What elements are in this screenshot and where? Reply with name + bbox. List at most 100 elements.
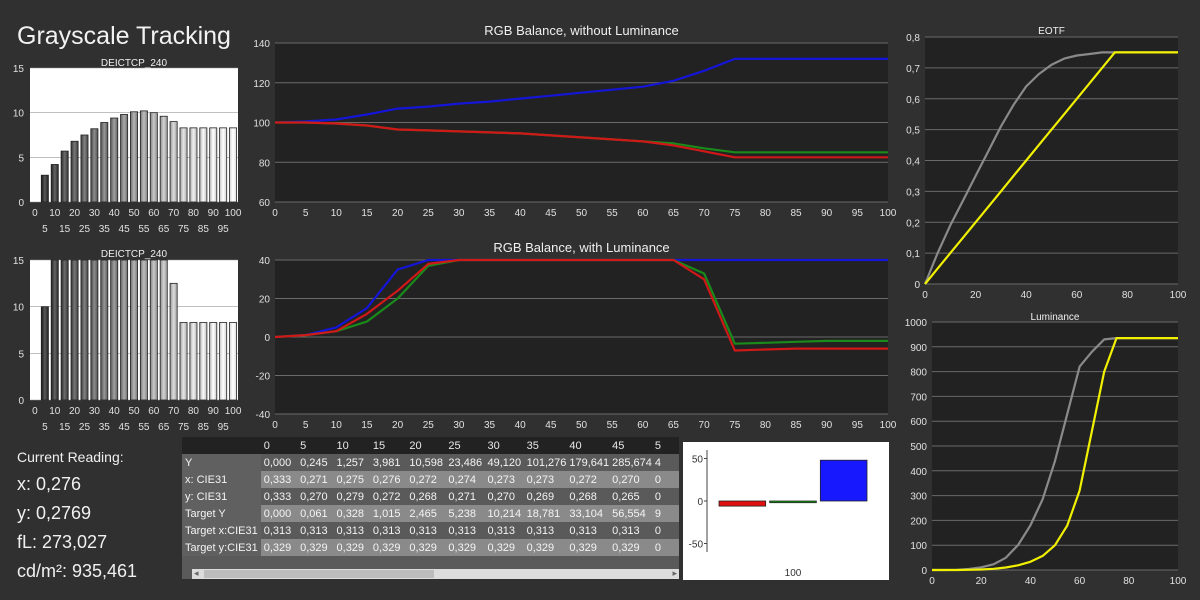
x-tick-label: 40 — [515, 420, 527, 431]
y-tick-label: 600 — [910, 417, 927, 428]
y-tick-label: 10 — [13, 303, 25, 314]
x-tick-label: 50 — [576, 420, 588, 431]
bar — [189, 127, 198, 203]
bar — [219, 127, 228, 203]
chart-title: DEICTCP_240 — [101, 249, 168, 260]
y-tick-label: 0,5 — [906, 126, 920, 137]
table-cell: 10,214 — [484, 505, 524, 522]
x-tick-label: 45 — [545, 420, 557, 431]
x-tick-label: 100 — [225, 406, 242, 417]
scroll-right-icon[interactable]: ▸ — [672, 568, 677, 578]
x-tick-label: 35 — [484, 208, 496, 219]
y-tick-label: 100 — [910, 541, 927, 552]
bar — [149, 259, 158, 401]
table-cell: 0,270 — [297, 488, 334, 505]
table-col-header: 0 — [260, 437, 298, 454]
table-cell: 0,271 — [297, 471, 334, 488]
bar — [100, 259, 109, 401]
table-row: y: CIE31 0,333 0,270 0,279 0,272 0,268 0,271 0,… — [182, 488, 679, 505]
x-tick-label: 100 — [880, 208, 897, 219]
x-tick-label: 65 — [668, 208, 680, 219]
table-row: Target Y 0,000 0,061 0,328 1,015 2,465 5,238 10… — [182, 505, 679, 522]
y-tick-label: 60 — [259, 198, 271, 209]
y-tick-label: 700 — [910, 392, 927, 403]
y-tick-label: 900 — [910, 343, 927, 354]
table-cell: 0,333 — [260, 488, 298, 505]
bar — [169, 282, 178, 401]
table-cell: 285,674 — [609, 454, 652, 471]
table-cell: 0 — [651, 539, 679, 556]
x-tick-label: 50 — [576, 208, 588, 219]
x-tick-label: 30 — [89, 406, 101, 417]
x-tick-label: 95 — [852, 420, 864, 431]
y-tick-label: 0 — [914, 280, 920, 291]
table-cell: 0,268 — [566, 488, 610, 505]
x-tick-label: 0 — [32, 208, 38, 219]
x-tick-label: 10 — [331, 208, 343, 219]
x-tick-label: 5 — [42, 224, 48, 235]
x-tick-label: 55 — [138, 224, 150, 235]
x-tick-label: 40 — [515, 208, 527, 219]
x-tick-label: 20 — [69, 406, 81, 417]
table-row: Target y:CIE31 0,329 0,329 0,329 0,329 0,329 0… — [182, 539, 679, 556]
x-tick-label: 70 — [699, 208, 711, 219]
x-tick-label: 5 — [303, 420, 309, 431]
x-tick-label: 50 — [128, 406, 140, 417]
x-tick-label: 90 — [821, 420, 833, 431]
x-tick-label: 30 — [453, 208, 465, 219]
y-tick-label: 0 — [18, 396, 24, 407]
table-col-header: 5 — [651, 437, 679, 454]
table-cell: 49,120 — [484, 454, 524, 471]
table-cell: 10,598 — [406, 454, 446, 471]
x-tick-label: 70 — [168, 406, 180, 417]
x-tick-label: 0 — [272, 420, 278, 431]
table-cell: 0,329 — [609, 539, 652, 556]
x-tick-label: 40 — [1021, 290, 1033, 301]
bar — [169, 121, 178, 203]
table-cell: 0,329 — [369, 539, 407, 556]
table-col-header: 45 — [609, 437, 652, 454]
bar — [70, 259, 79, 401]
table-cell: 0,268 — [406, 488, 446, 505]
bar — [110, 117, 119, 203]
scrollbar-thumb[interactable] — [204, 570, 434, 578]
x-tick-label: 10 — [331, 420, 343, 431]
x-tick-label: 40 — [109, 406, 121, 417]
x-tick-label: 45 — [119, 422, 131, 433]
measurement-table: 0 5 10 15 20 25 30 35 40 45 5 Y 0,000 0,245 1,257 3,98… — [182, 437, 679, 579]
x-tick-label: 75 — [178, 224, 190, 235]
y-tick-label: 40 — [259, 256, 271, 267]
x-tick-label: 45 — [545, 208, 557, 219]
y-tick-label: 100 — [253, 119, 270, 130]
bar — [130, 111, 138, 203]
x-tick-label: 100 — [785, 568, 802, 579]
x-tick-label: 5 — [303, 208, 309, 219]
y-tick-label: 140 — [253, 39, 270, 50]
table-cell: 0,272 — [369, 488, 407, 505]
reading-cdm2: cd/m²: 935,461 — [17, 561, 138, 581]
x-tick-label: 75 — [178, 422, 190, 433]
bar — [179, 322, 188, 401]
series-line — [932, 337, 1178, 572]
x-tick-label: 60 — [637, 420, 649, 431]
bar — [60, 259, 69, 401]
bar — [159, 115, 168, 203]
series-line — [924, 51, 1178, 285]
table-corner — [182, 437, 261, 454]
table-scrollbar[interactable]: ◂ ▸ — [192, 568, 679, 579]
y-tick-label: 15 — [13, 64, 25, 75]
table-col-header: 30 — [484, 437, 524, 454]
table-cell: 0,279 — [333, 488, 370, 505]
x-tick-label: 100 — [880, 420, 897, 431]
x-tick-label: 25 — [423, 208, 435, 219]
y-tick-label: 200 — [910, 516, 927, 527]
x-tick-label: 90 — [821, 208, 833, 219]
table-cell: 23,486 — [445, 454, 485, 471]
bar — [120, 259, 129, 401]
table-cell: 0,271 — [445, 488, 485, 505]
y-tick-label: -50 — [689, 540, 704, 551]
bar — [819, 459, 868, 502]
bar — [718, 500, 767, 507]
table-cell: 0,329 — [260, 539, 298, 556]
scroll-left-icon[interactable]: ◂ — [194, 568, 199, 578]
